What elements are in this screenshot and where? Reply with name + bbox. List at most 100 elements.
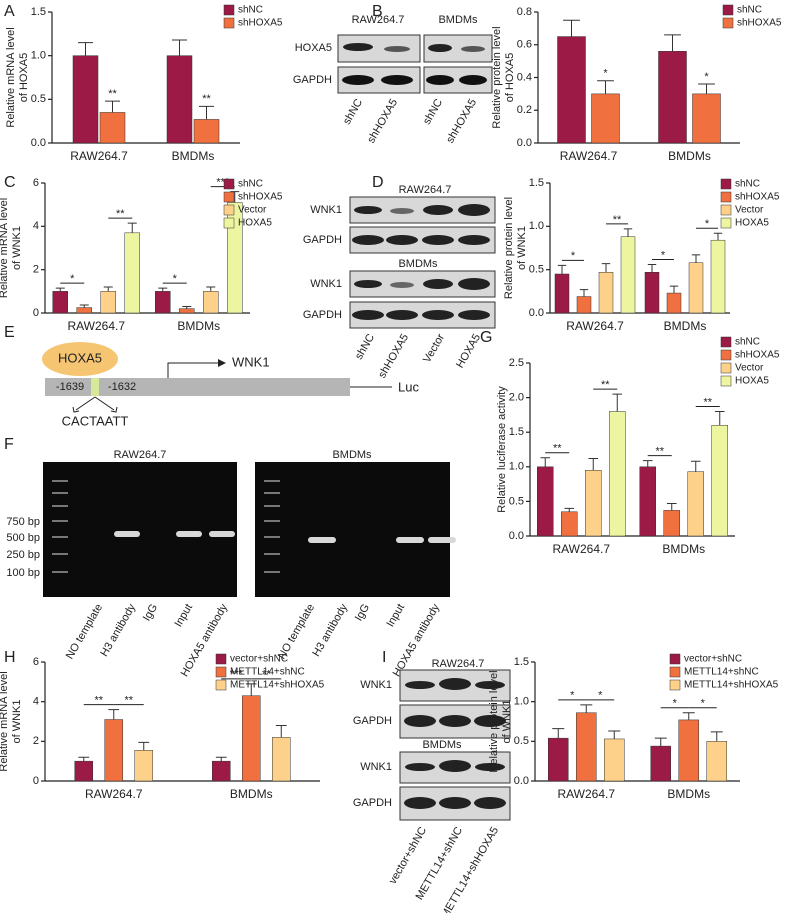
blot-row: WNK1	[360, 761, 392, 773]
panel-label: E	[4, 324, 15, 341]
error-bar	[182, 306, 192, 309]
chart: 0.0 0.5 1.0 1.5 Relative protein level of WNK…	[488, 654, 779, 802]
error-bar	[78, 42, 93, 56]
panel-label: C	[4, 174, 16, 191]
significance-label: *	[570, 690, 575, 702]
ladder-label: 250 bp	[6, 549, 40, 561]
error-bar	[172, 39, 187, 56]
bar	[134, 750, 153, 782]
error-bar	[654, 737, 667, 747]
ladder-label: 750 bp	[6, 516, 40, 528]
y-tick-label: 1.5	[529, 177, 544, 189]
bar	[537, 466, 554, 537]
significance-label: *	[571, 250, 576, 262]
legend-label: Vector	[735, 363, 764, 374]
lane-label: shHOXA5	[376, 332, 411, 380]
blot-d: RAW264.7 BMDMs WNK1 GAPDH WNK1 GAPDH shN…	[303, 184, 496, 380]
legend-label: shHOXA5	[737, 18, 782, 29]
legend-swatch	[669, 653, 681, 665]
y-tick-label: 1.0	[529, 220, 544, 232]
significance-label: *	[661, 249, 666, 261]
legend-swatch	[720, 204, 732, 216]
legend-swatch	[669, 666, 681, 678]
bar	[609, 411, 626, 537]
legend-label: Vector	[238, 205, 267, 216]
error-bar	[580, 704, 593, 713]
error-bar	[275, 724, 287, 738]
y-tick-label: 0.2	[517, 104, 532, 116]
x-tick-label: RAW264.7	[560, 149, 618, 163]
error-bar	[206, 286, 216, 292]
legend-label: vector+shNC	[230, 654, 288, 665]
ladder-bands	[52, 480, 280, 573]
blot-b: RAW264.7 BMDMs HOXA5 GAPDH shNC shHOXA5 …	[293, 14, 493, 145]
y-axis-label: Relative protein level	[503, 197, 515, 299]
bar	[706, 741, 727, 782]
chart: 0.0 0.2 0.4 0.6 0.8 Relative protein level of …	[491, 5, 782, 164]
promoter	[45, 378, 350, 396]
y-axis-label: of HOXA5	[504, 53, 516, 103]
y-tick-label: 0.5	[529, 264, 544, 276]
bar	[678, 719, 699, 782]
significance-label: *	[704, 71, 709, 83]
legend-swatch	[722, 4, 734, 16]
error-bar	[682, 712, 695, 720]
error-bar	[78, 756, 90, 762]
y-axis-label: of WNK1	[501, 699, 513, 743]
bar	[166, 55, 193, 144]
x-tick-label: RAW264.7	[566, 319, 624, 333]
y-axis-label: Relative mRNA level	[0, 198, 10, 298]
legend-label: HOXA5	[735, 376, 769, 387]
significance-label: *	[673, 698, 678, 710]
band	[343, 43, 373, 51]
bar	[203, 291, 219, 314]
lane-label: H3 antibody	[98, 602, 138, 659]
bar	[650, 745, 671, 782]
blot-row: WNK1	[360, 679, 392, 691]
y-tick-label: 1.0	[514, 696, 529, 708]
error-bar	[215, 756, 227, 762]
error-bar	[588, 457, 599, 471]
y-tick-label: 2	[33, 735, 39, 747]
legend-swatch	[223, 17, 235, 29]
error-bar	[540, 457, 551, 467]
x-tick-label: BMDMs	[230, 787, 273, 801]
sample-bands	[114, 531, 456, 543]
blot-group: BMDMs	[422, 739, 462, 751]
bar	[242, 695, 261, 782]
blot-i: RAW264.7 BMDMs WNK1 GAPDH WNK1 GAPDH vec…	[353, 658, 511, 913]
bar	[124, 232, 140, 314]
y-tick-label: 0	[33, 307, 39, 319]
bar	[104, 719, 123, 782]
y-axis-label: of WNK1	[11, 226, 23, 270]
significance-label: **	[655, 445, 664, 457]
blot-row: GAPDH	[353, 715, 392, 727]
legend-swatch	[720, 217, 732, 229]
blot-group: BMDMs	[438, 14, 478, 26]
bar	[557, 36, 586, 144]
legend-swatch	[720, 191, 732, 203]
blot-row: HOXA5	[295, 42, 332, 54]
x-tick-label: BMDMs	[664, 319, 707, 333]
significance-label: **	[202, 93, 211, 105]
error-bar	[623, 228, 633, 237]
bar	[99, 112, 126, 144]
bar	[711, 425, 728, 537]
binding-site	[91, 378, 99, 396]
legend-label: METTL14+shNC	[230, 667, 305, 678]
bar	[585, 470, 602, 537]
significance-label: *	[173, 273, 178, 285]
site-end: -1632	[108, 381, 136, 393]
x-tick-label: RAW264.7	[70, 149, 128, 163]
legend-label: shNC	[735, 179, 760, 190]
gel-title: BMDMs	[332, 449, 372, 461]
bar	[692, 93, 721, 144]
legend-swatch	[223, 204, 235, 216]
band	[381, 75, 413, 85]
lane-label: HOXA5	[454, 332, 483, 370]
bar	[666, 292, 682, 314]
legend-swatch	[215, 666, 227, 678]
gel	[43, 462, 237, 597]
bar	[561, 511, 578, 537]
